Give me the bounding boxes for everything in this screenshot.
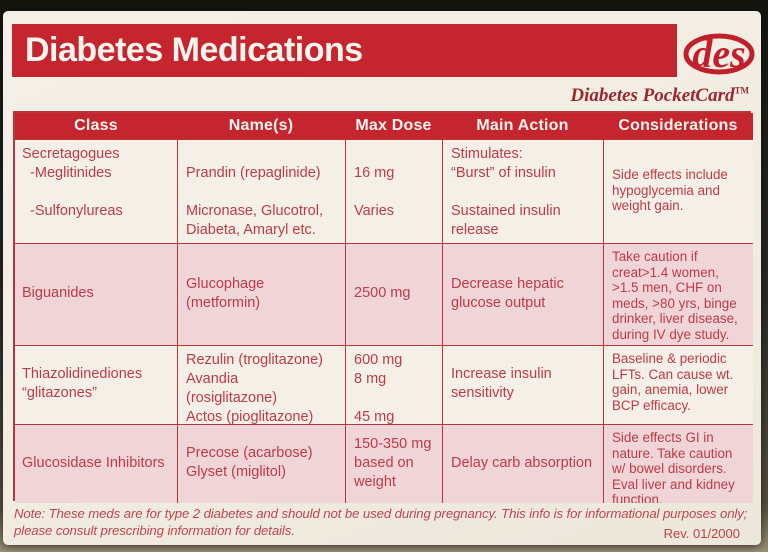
column-header-class: Class <box>15 113 177 139</box>
table-cell-considerations: Take caution if creat>1.4 women, >1.5 me… <box>603 243 753 345</box>
brand-name: Diabetes PocketCardTM <box>570 85 749 107</box>
column-header-max-dose: Max Dose <box>345 113 442 139</box>
table-cell-max-dose: 150-350 mg based on weight <box>345 424 442 503</box>
table-cell-main-action: Delay carb absorption <box>442 424 603 503</box>
table-cell-main-action: Stimulates: “Burst” of insulin Sustained… <box>442 139 603 243</box>
pocket-card: Diabetes Medications des Diabetes Pocket… <box>3 11 761 545</box>
medications-table: Class Name(s) Max Dose Main Action Consi… <box>13 111 753 503</box>
table-cell-main-action: Decrease hepatic glucose output <box>442 243 603 345</box>
column-header-names: Name(s) <box>177 113 345 139</box>
table-cell-class: Glucosidase Inhibitors <box>15 424 177 503</box>
table-cell-max-dose: 16 mg Varies <box>345 139 442 243</box>
table-cell-max-dose: 600 mg 8 mg 45 mg <box>345 345 442 424</box>
table-cell-class: Thiazolidinediones “glitazones” <box>15 345 177 424</box>
table-cell-names: Rezulin (troglitazone) Avandia (rosiglit… <box>177 345 345 424</box>
table-cell-names: Precose (acarbose) Glyset (miglitol) <box>177 424 345 503</box>
logo-text: des <box>692 31 745 76</box>
table-cell-max-dose: 2500 mg <box>345 243 442 345</box>
column-header-main-action: Main Action <box>442 113 603 139</box>
table-cell-considerations: Side effects include hypoglycemia and we… <box>603 139 753 243</box>
page-title: Diabetes Medications <box>25 31 363 69</box>
table-cell-names: Prandin (repaglinide) Micronase, Glucotr… <box>177 139 345 243</box>
revision-label: Rev. 01/2000 <box>663 526 740 541</box>
title-bar: Diabetes Medications <box>12 24 677 77</box>
des-logo-icon: des <box>681 17 757 83</box>
table-cell-class: Biguanides <box>15 243 177 345</box>
column-header-considerations: Considerations <box>603 113 753 139</box>
table-cell-considerations: Baseline & periodic LFTs. Can cause wt. … <box>603 345 753 424</box>
footer-note: Note: These meds are for type 2 diabetes… <box>14 506 748 538</box>
table-cell-class: Secretagogues -Meglitinides -Sulfonylure… <box>15 139 177 243</box>
table-cell-considerations: Side effects GI in nature. Take caution … <box>603 424 753 503</box>
table-cell-main-action: Increase insulin sensitivity <box>442 345 603 424</box>
trademark-symbol: TM <box>734 85 750 96</box>
table-cell-names: Glucophage (metformin) <box>177 243 345 345</box>
brand-label: Diabetes PocketCard <box>570 85 735 106</box>
